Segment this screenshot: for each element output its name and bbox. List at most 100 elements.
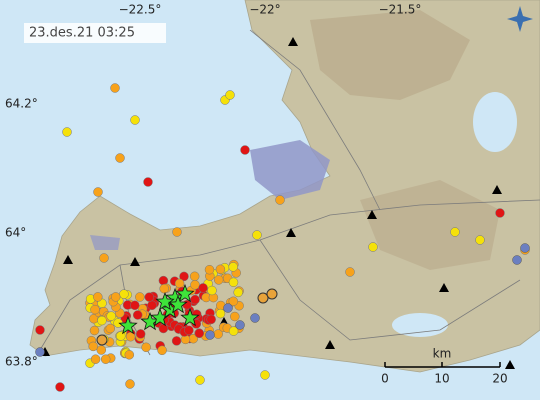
longitude-label: −22° xyxy=(249,3,280,17)
earthquake-dot xyxy=(223,303,233,313)
road xyxy=(39,199,540,351)
earthquake-dot xyxy=(275,195,285,205)
peak xyxy=(130,257,140,266)
earthquake-dot xyxy=(106,311,116,321)
scale-label: 10 xyxy=(434,372,449,386)
earthquake-dot xyxy=(252,230,262,240)
latitude-label: 63.8° xyxy=(5,355,38,369)
earthquake-dot xyxy=(147,300,157,311)
earthquake-dot xyxy=(195,375,205,385)
peak xyxy=(286,228,296,237)
earthquake-dot xyxy=(230,311,240,322)
earthquake-dot xyxy=(90,304,100,315)
earthquake-dot xyxy=(119,289,129,299)
earthquake-dot xyxy=(35,325,45,335)
earthquakes xyxy=(35,83,530,392)
earthquake-dot xyxy=(132,310,143,320)
earthquake-dot xyxy=(135,329,146,339)
earthquake-dot xyxy=(228,262,238,272)
large-earthquake-star xyxy=(180,307,200,327)
compass-icon xyxy=(507,6,533,32)
earthquake-dot xyxy=(130,115,140,125)
earthquake-dot xyxy=(141,342,151,353)
earthquake-dot xyxy=(228,277,239,288)
earthquake-dot xyxy=(215,308,226,319)
earthquake-dot xyxy=(345,267,355,277)
earthquake-dot xyxy=(204,264,215,275)
road xyxy=(119,264,151,356)
peak xyxy=(492,185,502,194)
compass xyxy=(507,6,533,32)
earthquake-dot xyxy=(35,347,45,357)
earthquake-dot xyxy=(97,315,107,326)
earthquake-dot xyxy=(228,296,239,307)
earthquake-dot xyxy=(99,253,109,263)
scale-label: 20 xyxy=(492,372,507,386)
earthquake-dot xyxy=(233,287,243,298)
earthquake-dot xyxy=(205,330,215,340)
peak xyxy=(63,255,73,264)
earthquake-dot xyxy=(189,271,200,282)
highland xyxy=(360,180,500,270)
earthquake-dot xyxy=(190,280,200,290)
peak xyxy=(505,360,515,369)
earthquake-dot xyxy=(207,285,217,296)
earthquake-dot xyxy=(96,334,108,346)
large-earthquake-star xyxy=(155,291,175,311)
earthquake-dot xyxy=(93,187,103,197)
large-earthquake-star xyxy=(118,315,138,335)
earthquake-dot xyxy=(143,177,153,187)
timestamp-box xyxy=(24,23,166,43)
lake xyxy=(392,313,448,337)
longitude-label: −22.5° xyxy=(119,3,162,17)
earthquake-dot xyxy=(135,292,145,302)
earthquake-dot xyxy=(368,242,378,252)
earthquake-dot xyxy=(55,382,65,392)
earthquake-dot xyxy=(450,227,460,237)
large-earthquake-star xyxy=(168,294,188,314)
earthquake-dot xyxy=(225,90,235,100)
peak xyxy=(288,37,298,46)
lava-field xyxy=(90,235,120,250)
peak xyxy=(367,210,377,219)
earthquake-dot xyxy=(100,354,111,364)
earthquake-dot xyxy=(88,341,98,352)
longitude-label: −21.5° xyxy=(379,3,422,17)
earthquake-dot xyxy=(179,271,189,282)
earthquake-dot xyxy=(62,127,72,137)
earthquake-dot xyxy=(105,323,116,334)
earthquake-dot xyxy=(125,379,135,389)
earthquake-dot xyxy=(184,325,194,336)
earthquake-dot xyxy=(157,345,167,356)
earthquake-dot xyxy=(512,255,522,265)
earthquake-dot xyxy=(110,83,120,93)
scale-bar xyxy=(384,362,501,368)
large-earthquake-star xyxy=(175,283,195,303)
earthquake-dot xyxy=(194,328,205,339)
earthquake-dot xyxy=(213,275,224,285)
earthquake-dot xyxy=(520,243,530,253)
earthquake-dot xyxy=(206,314,216,325)
latitude-label: 64.2° xyxy=(5,97,38,111)
peak xyxy=(439,283,449,292)
roads xyxy=(39,29,540,356)
lava-field xyxy=(250,140,330,200)
earthquake-dot xyxy=(198,283,208,293)
earthquake-dot xyxy=(171,336,182,346)
lake xyxy=(473,92,517,152)
earthquake-dot xyxy=(110,292,121,302)
earthquake-dot xyxy=(116,331,126,341)
earthquake-dot xyxy=(96,345,107,355)
scale-label: 0 xyxy=(381,372,389,386)
earthquake-dot xyxy=(266,288,278,300)
road xyxy=(259,239,521,341)
earthquake-dot xyxy=(130,300,140,311)
earthquake-dot xyxy=(90,354,101,364)
earthquake-dot xyxy=(250,313,260,323)
earthquake-dot xyxy=(257,292,269,304)
earthquake-dot xyxy=(124,350,135,360)
earthquake-dot xyxy=(125,331,136,342)
scale-unit: km xyxy=(433,347,452,361)
road xyxy=(249,29,381,211)
